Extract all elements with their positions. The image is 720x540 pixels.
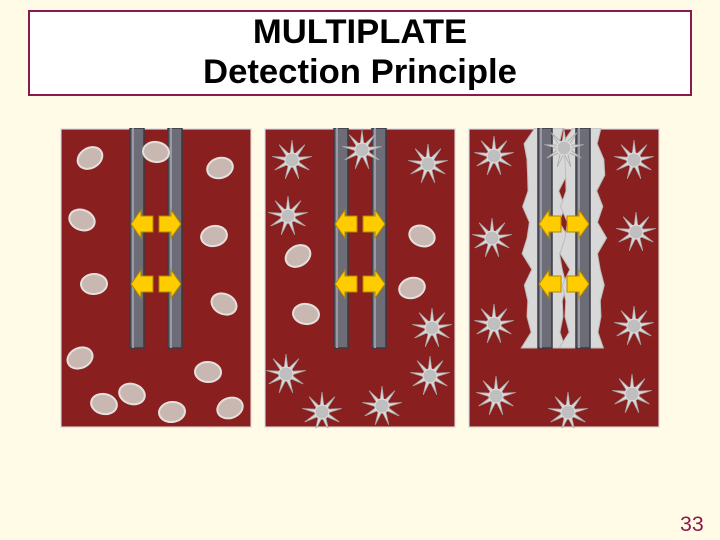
title-line1: MULTIPLATE xyxy=(253,13,467,53)
resting-platelet xyxy=(81,274,108,295)
diagram-panels xyxy=(60,128,660,428)
resting-platelet xyxy=(194,361,221,382)
title-line2: Detection Principle xyxy=(203,53,517,93)
diagram-panel-aggregated xyxy=(468,128,660,428)
diagram-panel-activating xyxy=(264,128,456,428)
slide: MULTIPLATEDetection Principle 33 xyxy=(0,0,720,540)
page-number: 33 xyxy=(680,512,704,537)
diagram-panel-resting xyxy=(60,128,252,428)
title-box: MULTIPLATEDetection Principle xyxy=(28,10,692,96)
